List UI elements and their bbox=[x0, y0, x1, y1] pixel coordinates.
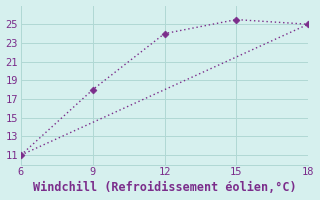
X-axis label: Windchill (Refroidissement éolien,°C): Windchill (Refroidissement éolien,°C) bbox=[33, 181, 296, 194]
